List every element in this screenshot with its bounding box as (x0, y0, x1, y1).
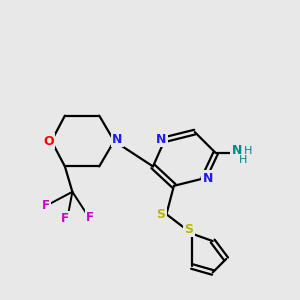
Text: H: H (244, 146, 253, 157)
Text: F: F (86, 211, 94, 224)
Text: F: F (61, 212, 69, 225)
Text: N: N (112, 133, 122, 146)
Text: H: H (239, 155, 248, 166)
Text: N: N (156, 133, 166, 146)
Text: N: N (202, 172, 213, 185)
Text: S: S (157, 208, 166, 221)
Text: N: N (232, 143, 242, 157)
Text: F: F (41, 199, 50, 212)
Text: O: O (43, 134, 54, 148)
Text: S: S (184, 223, 193, 236)
